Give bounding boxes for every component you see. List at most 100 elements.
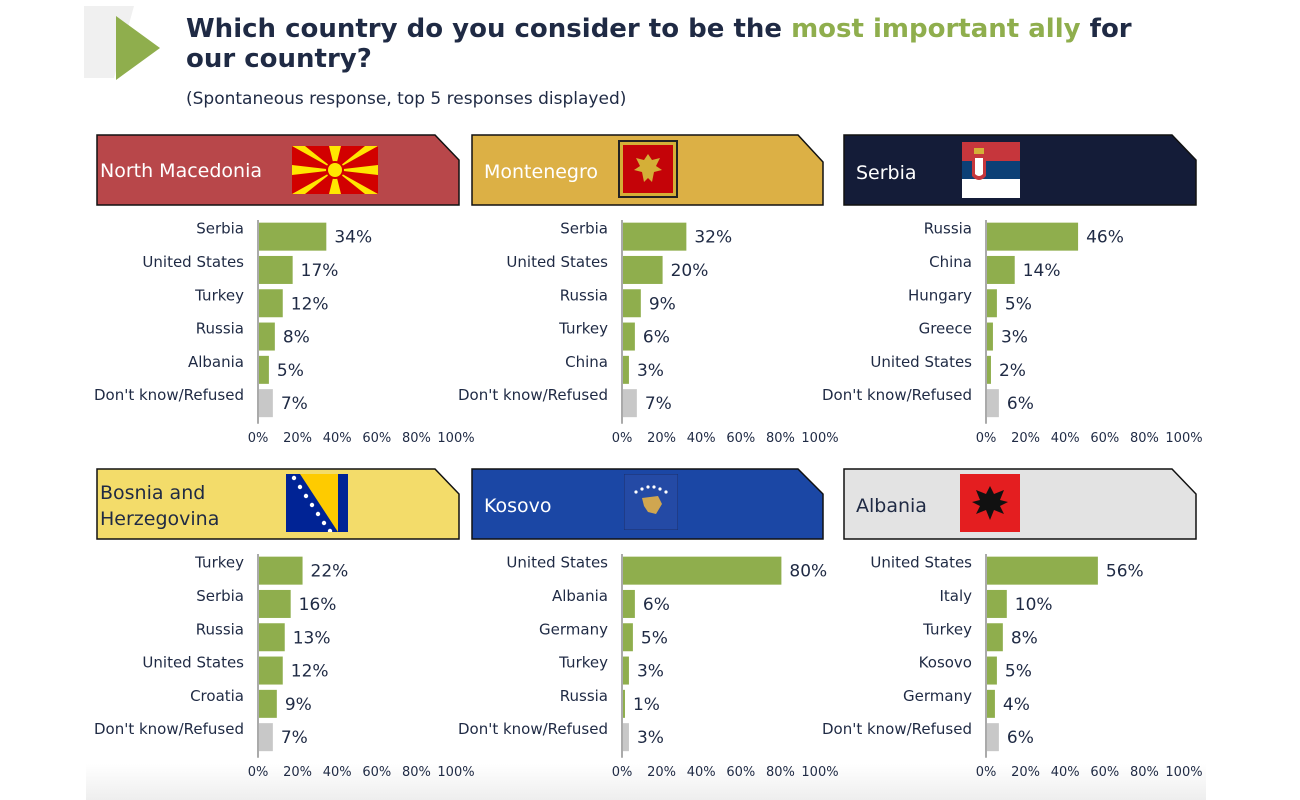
- bar: [987, 222, 1079, 251]
- x-tick-label: 100%: [437, 765, 474, 780]
- bar: [259, 222, 327, 251]
- panel-north-macedonia: North Macedonia Serbia 34% United States 17…: [86, 134, 476, 464]
- bottom-shade: [86, 764, 1206, 800]
- x-tick-label: 60%: [362, 431, 391, 446]
- bar: [623, 689, 625, 718]
- bosnia-flag-icon: [286, 474, 348, 532]
- bar: [987, 723, 999, 752]
- bar: [987, 556, 1098, 585]
- bar: [987, 689, 995, 718]
- category-label: United States: [870, 353, 972, 371]
- montenegro-flag-icon: [618, 140, 678, 198]
- page-title: Which country do you consider to be the …: [186, 14, 1186, 74]
- category-label: Turkey: [194, 554, 244, 572]
- bar: [987, 623, 1003, 652]
- value-label: 5%: [277, 361, 304, 381]
- bar: [987, 355, 991, 384]
- bar: [987, 656, 997, 685]
- category-label: Serbia: [196, 220, 244, 238]
- bar: [259, 689, 277, 718]
- panel-kosovo: Kosovo United States 80% Albania 6% Germany 5…: [450, 468, 840, 798]
- country-banner: [96, 468, 460, 540]
- bar: [987, 589, 1007, 618]
- bar: [259, 623, 285, 652]
- value-label: 12%: [291, 294, 329, 314]
- bar-chart: United States 56% Italy 10% Turkey 8% Kosovo 5%…: [822, 554, 1203, 780]
- x-tick-label: 20%: [1011, 431, 1040, 446]
- category-label: Don't know/Refused: [94, 720, 244, 738]
- category-label: Germany: [539, 620, 608, 638]
- albania-flag-icon: [960, 474, 1020, 532]
- value-label: 3%: [637, 728, 664, 748]
- value-label: 9%: [285, 695, 312, 715]
- panel-bosnia-and-herzegovina: Bosnia and Herzegovina Turkey 22% Serbia 16…: [86, 468, 476, 798]
- x-tick-label: 100%: [801, 431, 838, 446]
- x-tick-label: 40%: [687, 431, 716, 446]
- category-label: Germany: [903, 687, 972, 705]
- bar: [259, 255, 293, 284]
- value-label: 1%: [633, 695, 660, 715]
- bar: [623, 389, 637, 418]
- category-label: United States: [506, 253, 608, 271]
- value-label: 5%: [1005, 294, 1032, 314]
- category-label: Don't know/Refused: [458, 386, 608, 404]
- bar: [259, 556, 303, 585]
- value-label: 14%: [1023, 261, 1061, 281]
- x-tick-label: 40%: [687, 765, 716, 780]
- country-name-line-2: Herzegovina: [100, 508, 220, 530]
- bar: [987, 255, 1015, 284]
- value-label: 6%: [1007, 394, 1034, 414]
- x-tick-label: 0%: [612, 765, 633, 780]
- x-tick-label: 60%: [1090, 431, 1119, 446]
- category-label: China: [565, 353, 608, 371]
- x-tick-label: 100%: [437, 431, 474, 446]
- category-label: Turkey: [558, 654, 608, 672]
- value-label: 7%: [645, 394, 672, 414]
- value-label: 7%: [281, 394, 308, 414]
- value-label: 8%: [1011, 628, 1038, 648]
- bar: [259, 289, 283, 318]
- category-label: Don't know/Refused: [458, 720, 608, 738]
- value-label: 7%: [281, 728, 308, 748]
- x-tick-label: 80%: [402, 431, 431, 446]
- x-tick-label: 80%: [766, 765, 795, 780]
- value-label: 9%: [649, 294, 676, 314]
- panel-serbia: Serbia Russia 46% China 14% Hungary 5% Greece 3…: [814, 134, 1204, 464]
- bar: [623, 656, 629, 685]
- category-label: United States: [870, 554, 972, 572]
- x-tick-label: 40%: [323, 431, 352, 446]
- x-tick-label: 20%: [647, 765, 676, 780]
- value-label: 80%: [789, 562, 827, 582]
- value-label: 6%: [643, 328, 670, 348]
- value-label: 4%: [1003, 695, 1030, 715]
- panel-albania: Albania United States 56% Italy 10% Turkey 8%…: [814, 468, 1204, 798]
- x-tick-label: 40%: [323, 765, 352, 780]
- value-label: 3%: [637, 361, 664, 381]
- x-tick-label: 0%: [976, 431, 997, 446]
- category-label: Turkey: [558, 320, 608, 338]
- bar: [259, 589, 291, 618]
- bar: [987, 389, 999, 418]
- bar: [623, 255, 663, 284]
- title-highlight: most important ally: [791, 14, 1081, 44]
- bar: [259, 723, 273, 752]
- value-label: 32%: [694, 228, 732, 248]
- value-label: 16%: [299, 595, 337, 615]
- value-label: 20%: [671, 261, 709, 281]
- category-label: Russia: [924, 220, 972, 238]
- category-label: Don't know/Refused: [94, 386, 244, 404]
- value-label: 46%: [1086, 228, 1124, 248]
- bar: [623, 289, 641, 318]
- bar: [259, 656, 283, 685]
- category-label: United States: [142, 253, 244, 271]
- play-arrow-icon: [116, 16, 160, 80]
- category-label: Turkey: [194, 286, 244, 304]
- category-label: Hungary: [908, 286, 972, 304]
- category-label: Don't know/Refused: [822, 720, 972, 738]
- country-banner: [843, 134, 1197, 206]
- bar: [623, 322, 635, 351]
- bar: [623, 355, 629, 384]
- x-tick-label: 100%: [1165, 765, 1202, 780]
- value-label: 3%: [1001, 328, 1028, 348]
- value-label: 17%: [301, 261, 339, 281]
